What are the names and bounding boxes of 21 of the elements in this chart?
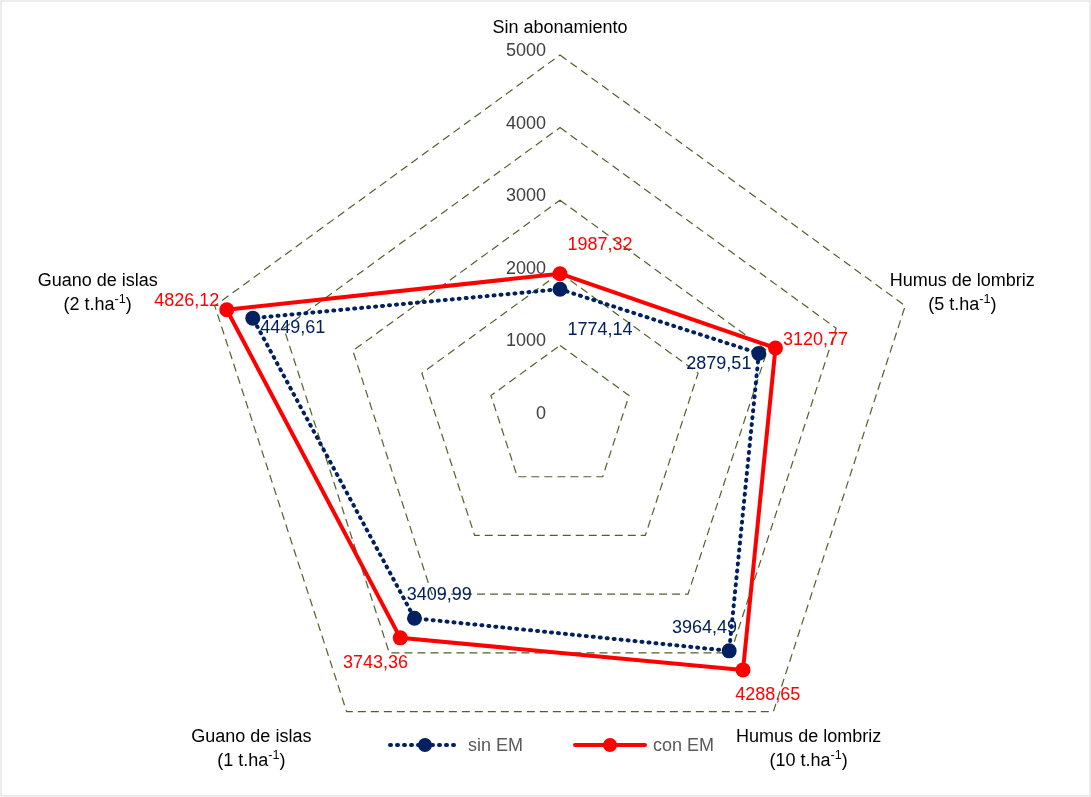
data-label: 4288,65	[735, 684, 801, 705]
spoke-label: Humus de lombriz (10 t.ha$^{-1}$)	[736, 726, 882, 771]
y-tick-label: 4000	[505, 112, 546, 133]
y-tick-label: 2000	[505, 257, 546, 278]
legend-label: sin EM	[468, 735, 524, 755]
spoke-label: Humus de lombriz (5 t.ha$^{-1}$)	[889, 269, 1035, 315]
spoke-label: Guano de islas (1 t.ha$^{-1}$)	[191, 726, 312, 771]
spoke-label: Sin abonamiento	[492, 17, 628, 37]
data-label: 3409,99	[406, 584, 472, 605]
data-label: 2879,51	[686, 352, 752, 373]
legend-label: con EM	[653, 735, 715, 755]
y-tick-label: 3000	[505, 185, 546, 206]
data-label: 1774,14	[567, 319, 633, 340]
data-label: 3743,36	[343, 652, 409, 673]
y-tick-label: 1000	[505, 330, 546, 351]
data-label: 1987,32	[567, 233, 633, 254]
data-label: 3964,49	[671, 616, 738, 637]
y-tick-label: 0	[535, 403, 546, 423]
data-label: 3120,77	[782, 328, 848, 349]
y-tick-label: 5000	[505, 40, 546, 60]
data-label: 4449,61	[260, 317, 326, 338]
